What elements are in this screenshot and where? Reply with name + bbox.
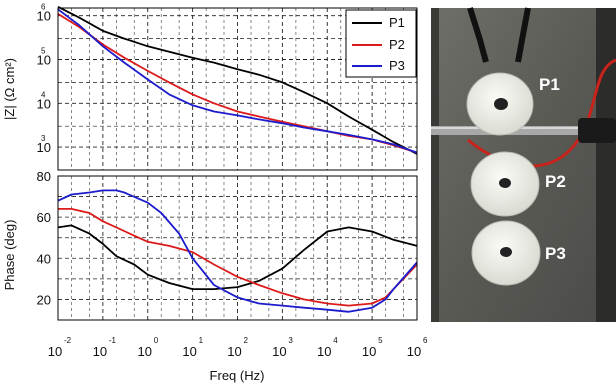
legend-label-p2: P2 bbox=[389, 37, 405, 52]
legend-entry-p2: P2 bbox=[352, 37, 405, 52]
phase-frame bbox=[57, 175, 418, 321]
legend-entry-p1: P1 bbox=[352, 15, 405, 30]
impedance-y-tick-exponent: 5 bbox=[41, 47, 46, 56]
impedance-y-tick-label: 10 bbox=[37, 96, 51, 111]
legend-entry-p3: P3 bbox=[352, 58, 405, 73]
phase-y-tick-label: 40 bbox=[37, 251, 51, 266]
x-tick-label: 10 bbox=[362, 344, 376, 359]
phase-series-p3 bbox=[57, 189, 418, 313]
x-tick-exponent: 5 bbox=[378, 336, 383, 345]
impedance-y-tick-exponent: 6 bbox=[41, 3, 46, 12]
x-tick-exponent: -1 bbox=[109, 336, 117, 345]
x-tick-exponent: 6 bbox=[423, 336, 428, 345]
x-tick-exponent: -2 bbox=[64, 336, 72, 345]
x-tick-exponent: 1 bbox=[199, 336, 204, 345]
photo-label-p3: P3 bbox=[545, 244, 566, 263]
legend-label-p1: P1 bbox=[389, 15, 405, 30]
legend: P1 P2 P3 bbox=[345, 9, 417, 78]
impedance-y-tick-exponent: 3 bbox=[41, 134, 46, 143]
dark-edge-left bbox=[431, 8, 439, 322]
sensor-disk-p2-hole bbox=[499, 178, 511, 188]
x-tick-label: 10 bbox=[93, 344, 107, 359]
sensor-disk-p1 bbox=[466, 72, 534, 136]
sensor-disk-p1-hole bbox=[494, 98, 508, 110]
impedance-y-tick-label: 10 bbox=[37, 140, 51, 155]
x-tick-label: 10 bbox=[407, 344, 421, 359]
phase-y-axis-label: Phase (deg) bbox=[2, 220, 17, 291]
impedance-y-tick-exponent: 4 bbox=[41, 90, 46, 99]
photo-label-p2: P2 bbox=[545, 172, 566, 191]
x-tick-exponent: 2 bbox=[244, 336, 249, 345]
dark-edge-right bbox=[596, 8, 616, 322]
phase-series-p2 bbox=[58, 207, 418, 307]
x-tick-label: 10 bbox=[227, 344, 241, 359]
impedance-frame bbox=[57, 7, 418, 171]
x-tick-exponent: 4 bbox=[333, 336, 338, 345]
sensor-disk-p2 bbox=[470, 151, 540, 217]
x-axis-label: Freq (Hz) bbox=[210, 368, 265, 383]
impedance-y-axis-label: |Z| (Ω cm²) bbox=[2, 58, 17, 120]
sensor-disk-p3-hole bbox=[500, 247, 512, 257]
x-tick-label: 10 bbox=[272, 344, 286, 359]
phase-panel: 20 40 60 80 bbox=[37, 169, 418, 321]
photo-label-p1: P1 bbox=[539, 75, 560, 94]
impedance-series-p3 bbox=[57, 8, 418, 154]
clip-cable-left bbox=[467, 7, 489, 63]
phase-y-tick-label: 60 bbox=[37, 210, 51, 225]
sensor-disk-p3 bbox=[471, 220, 541, 286]
sample-photo: P1 P2 P3 bbox=[431, 7, 616, 322]
x-tick-label: 10 bbox=[317, 344, 331, 359]
x-tick-exponent: 3 bbox=[288, 336, 293, 345]
x-tick-exponent: 0 bbox=[154, 336, 159, 345]
x-tick-label: 10 bbox=[138, 344, 152, 359]
legend-label-p3: P3 bbox=[389, 58, 405, 73]
bar-connector bbox=[578, 118, 616, 143]
impedance-y-tick-label: 10 bbox=[37, 53, 51, 68]
impedance-series-p1 bbox=[57, 5, 418, 155]
phase-y-tick-label: 80 bbox=[37, 169, 51, 184]
x-tick-label: 10 bbox=[48, 344, 62, 359]
phase-series-p1 bbox=[57, 224, 418, 291]
phase-y-tick-label: 20 bbox=[37, 292, 51, 307]
x-tick-label: 10 bbox=[182, 344, 196, 359]
impedance-y-tick-label: 10 bbox=[37, 9, 51, 24]
clip-cable-right bbox=[515, 7, 531, 63]
